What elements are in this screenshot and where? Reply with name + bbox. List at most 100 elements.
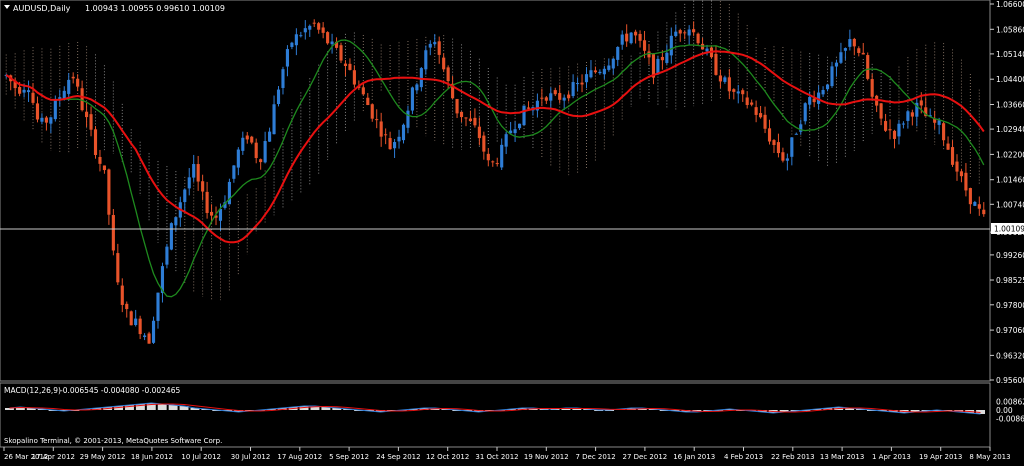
candle-body [843,48,847,51]
candle-body [852,38,856,47]
candle-body [379,121,383,137]
candle-body [580,82,584,85]
macd-histogram-bar [157,404,167,410]
candle-body [919,100,923,106]
candle-body [714,53,718,75]
candle-body [825,84,830,90]
candle-body [151,320,156,343]
candle-body [544,97,548,101]
candle-body [567,94,571,99]
candle-body [897,123,901,137]
candle-body [495,163,499,165]
macd-histogram-bar [517,408,527,410]
candle-body [348,63,352,70]
candle-body [451,83,455,99]
macd-histogram-bar [190,408,200,410]
candle-body [241,137,245,151]
candle-body [98,156,102,164]
y-tick-label: 0.98525 [996,276,1024,285]
candle-body [299,35,303,37]
candle-body [946,143,950,150]
candle-body [955,161,959,172]
candle-body [89,114,93,130]
x-tick-label: 5 Sep 2012 [329,453,369,461]
macd-histogram-bar [201,409,211,410]
candle-body [937,120,941,125]
candle-body [22,89,26,93]
current-price-badge [991,223,1024,234]
candle-body [696,33,700,44]
candle-body [375,119,379,121]
macd-histogram-bar [910,410,920,412]
candle-body [13,80,17,89]
candle-body [794,133,798,135]
candle-body [634,31,638,36]
candle-body [781,152,785,161]
x-tick-label: 27 Dec 2012 [623,453,668,461]
candle-body [799,124,803,132]
symbol-dropdown-icon[interactable] [4,5,10,9]
candle-body [455,98,459,114]
y-tick-label: 1.05860 [996,25,1024,34]
candle-body [620,34,624,45]
candle-body [576,83,580,85]
candle-body [745,97,749,105]
candle-body [116,253,120,283]
x-tick-label: 13 Mar 2013 [820,453,864,461]
candle-body [736,91,740,94]
sma-slow-line [5,50,985,244]
candle-body [281,69,285,88]
macd-histogram-bar [321,407,331,410]
candle-body [143,335,147,338]
candle-body [169,223,173,250]
candle-body [888,129,892,131]
candle-body [959,171,964,177]
candle-body [901,123,905,125]
candle-body [924,107,928,117]
candle-body [196,164,200,182]
macd-frame [0,382,991,448]
macd-histogram-bar [212,410,222,411]
candle-body [397,136,401,142]
candle-body [817,92,821,104]
candle-body [464,117,468,119]
candle-body [384,134,388,136]
candle-body [236,149,240,168]
x-tick-label: 10 Jul 2012 [181,453,221,461]
candle-body [584,74,589,83]
candle-body [928,115,932,117]
candle-body [477,126,481,139]
candle-body [571,82,575,97]
candle-body [129,311,133,326]
candle-body [553,90,557,95]
y-tick-label: 1.01460 [996,176,1024,185]
candle-body [44,117,48,123]
candle-body [71,76,75,79]
candle-body [504,134,508,147]
candle-body [522,105,526,126]
y-tick-label: 0.96320 [996,351,1024,360]
candle-body [665,52,669,63]
candle-body [593,70,597,73]
macd-histogram-bar [703,410,713,411]
macd-histogram-bar [779,410,789,412]
candle-body [950,147,955,165]
candle-body [321,27,325,33]
candle-body [535,100,539,111]
candle-body [343,63,348,66]
macd-label: MACD(12,26,9) [4,386,61,395]
candle-body [317,23,321,30]
candle-body [517,123,522,129]
macd-histogram-bar [179,406,189,410]
candle-body [366,97,370,106]
candle-body [879,103,883,119]
copyright-text: Skopalino Terminal, © 2001-2013, MetaQuo… [4,437,222,445]
candle-body [772,140,776,146]
price-axis[interactable]: 1.06600 1.05860 1.05140 1.04400 1.03660 1.029… [990,0,1024,385]
candle-body [500,144,504,168]
candle-body [638,33,642,41]
